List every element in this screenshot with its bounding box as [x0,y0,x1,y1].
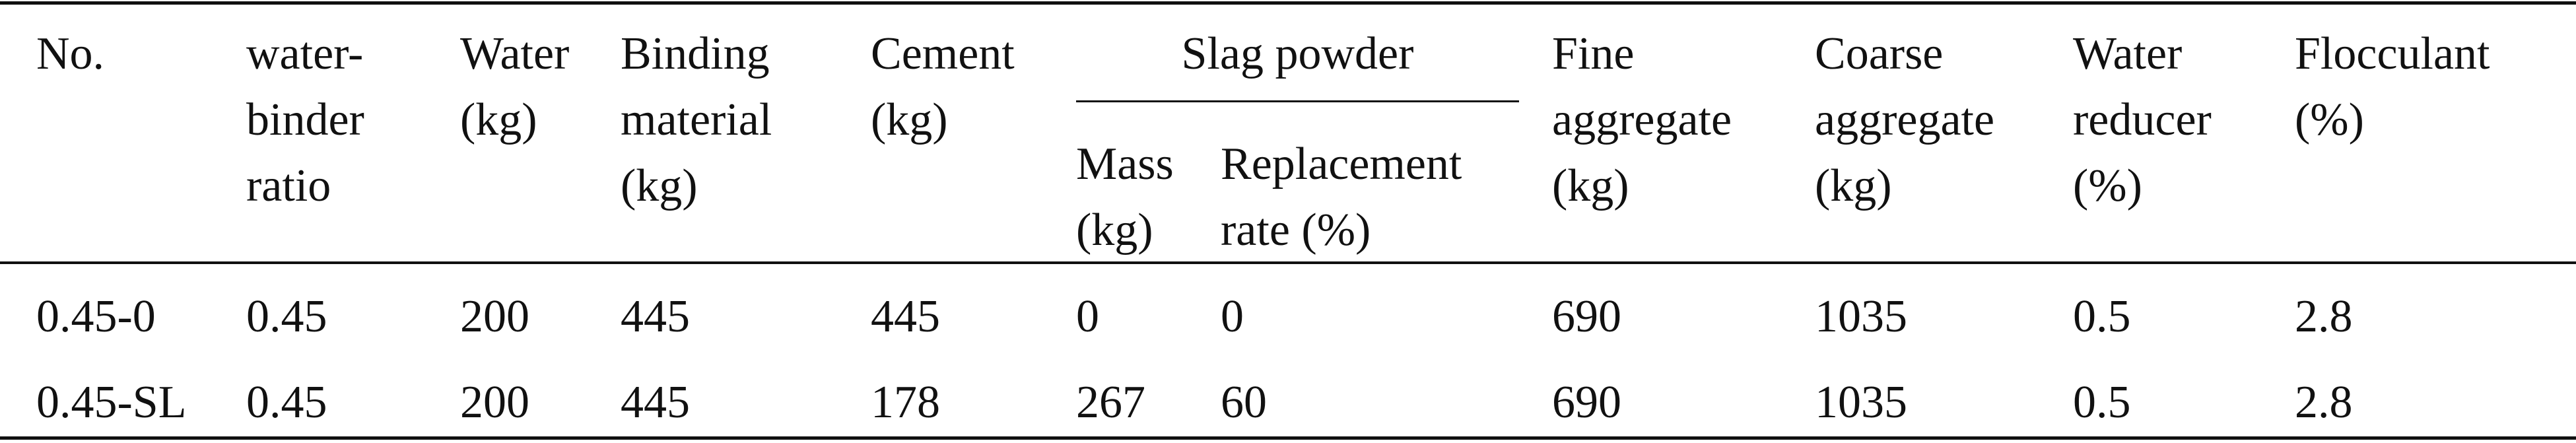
table-cell: 690 [1552,377,1621,428]
group-header: Slag powder [1181,28,1414,79]
bottom-rule [0,436,2576,440]
top-rule [0,1,2576,5]
column-header: water- binder ratio [246,28,364,211]
header-rule [0,261,2576,264]
table-cell: 0.5 [2073,377,2131,428]
column-header: Binding material (kg) [621,28,772,211]
subcolumn-header: Mass (kg) [1076,139,1174,256]
table-cell: 1035 [1815,291,1907,342]
table-cell: 690 [1552,291,1621,342]
table-cell: 60 [1221,377,1267,428]
column-header: No. [36,28,105,79]
group-rule [1076,100,1519,102]
table-cell: 178 [871,377,940,428]
table-cell: 0.5 [2073,291,2131,342]
table-cell: 267 [1076,377,1145,428]
table-cell: 0.45 [246,377,327,428]
table-cell: 0 [1076,291,1099,342]
table-cell: 1035 [1815,377,1907,428]
table-cell: 0.45 [246,291,327,342]
table-cell: 200 [460,291,529,342]
table-cell: 200 [460,377,529,428]
table-cell: 445 [871,291,940,342]
column-header: Flocculant (%) [2295,28,2490,145]
column-header: Coarse aggregate (kg) [1815,28,1995,211]
table-cell: 0 [1221,291,1244,342]
subcolumn-header: Replacement rate (%) [1221,139,1462,256]
table-cell: 445 [621,377,690,428]
column-header: Water (kg) [460,28,570,145]
table-cell: 2.8 [2295,291,2353,342]
table-cell: 0.45-0 [36,291,156,342]
table-cell: 0.45-SL [36,377,187,428]
table-cell: 445 [621,291,690,342]
column-header: Cement (kg) [871,28,1015,145]
column-header: Fine aggregate (kg) [1552,28,1732,211]
table-cell: 2.8 [2295,377,2353,428]
column-header: Water reducer (%) [2073,28,2212,211]
